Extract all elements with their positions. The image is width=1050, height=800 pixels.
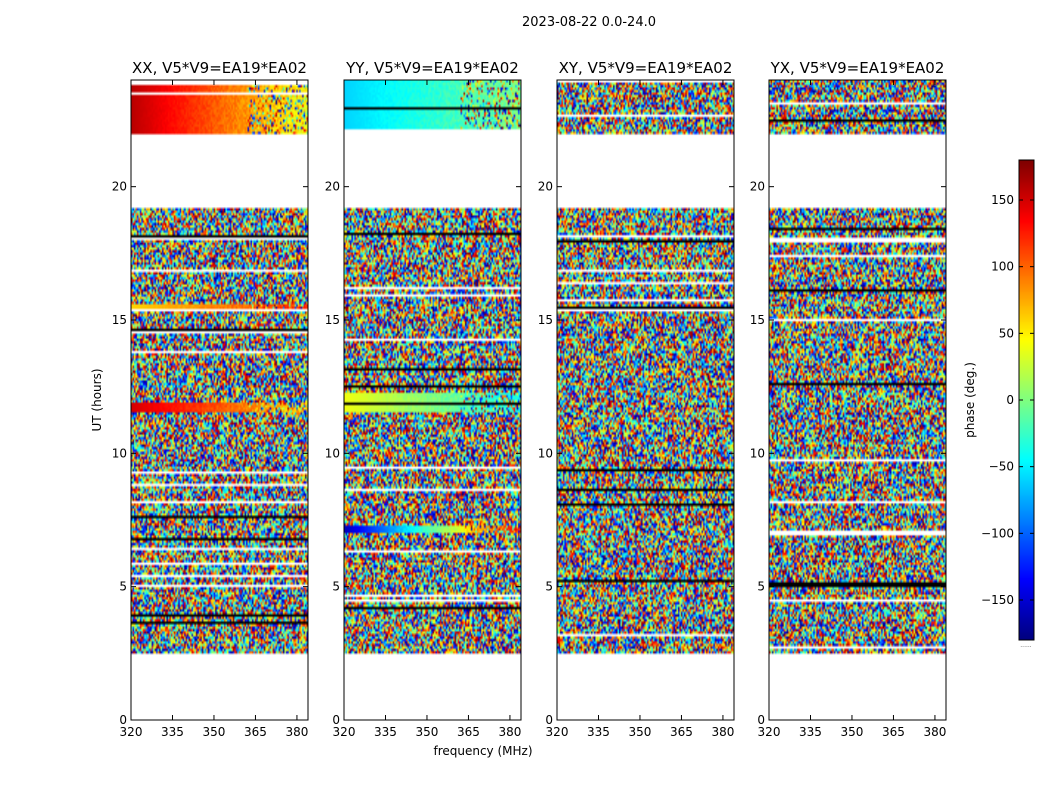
x-tick-label: 365 [882,725,905,739]
x-tick-label: 350 [416,725,439,739]
phase-waterfall-xx [131,80,308,720]
y-tick-label: 5 [757,580,765,594]
x-tick-label: 380 [923,725,946,739]
colorbar-tick-label: 100 [991,260,1014,274]
y-tick-label: 20 [538,180,553,194]
panel-frame [130,79,309,721]
panel-xy: XY, V5*V9=EA19*EA02 320 335 350 365 380 0 5 10 15… [538,59,735,739]
panel-yx: YX, V5*V9=EA19*EA02 320 335 350 365 380 0 5 10 15… [750,59,947,739]
colorbar-tick-label: 150 [991,193,1014,207]
panel-yy: YY, V5*V9=EA19*EA02 320 335 350 365 380 0 5 10 15… [325,59,522,739]
y-tick-label: 20 [750,180,765,194]
x-tick-label: 320 [120,725,143,739]
panel-frame [556,79,735,721]
x-tick-label: 320 [546,725,569,739]
x-tick-label: 365 [244,725,267,739]
y-tick-label: 10 [750,446,765,460]
x-axis-label: frequency (MHz) [433,744,532,758]
phase-waterfall-xy [557,80,734,720]
panel-title: YY, V5*V9=EA19*EA02 [345,59,519,77]
y-tick-label: 20 [325,180,340,194]
y-tick-label: 5 [545,580,553,594]
y-tick-label: 5 [119,580,127,594]
x-tick-label: 350 [203,725,226,739]
x-tick-label: 380 [711,725,734,739]
y-tick-label: 15 [538,313,553,327]
y-tick-label: 5 [332,580,340,594]
x-tick-label: 380 [285,725,308,739]
panel-title: YX, V5*V9=EA19*EA02 [770,59,945,77]
x-tick-label: 365 [457,725,480,739]
y-tick-label: 15 [750,313,765,327]
phase-waterfall-yx [769,80,946,720]
panel-title: XY, V5*V9=EA19*EA02 [559,59,733,77]
colorbar-tick-label: −50 [989,460,1014,474]
colorbar-gradient [1019,160,1034,640]
colorbar: −150 −100 −50 0 50 100 150 [981,159,1035,641]
y-tick-label: 15 [325,313,340,327]
colorbar-note: ...... [1020,642,1032,649]
x-tick-label: 320 [758,725,781,739]
panel-frame [768,79,947,721]
colorbar-tick-label: −100 [981,526,1014,540]
panels: XX, V5*V9=EA19*EA02 320 335 350 365 380 0 5 10 15… [112,59,947,739]
figure-title: 2023-08-22 0.0-24.0 [522,15,656,30]
colorbar-label: phase (deg.) [963,362,977,438]
x-tick-label: 335 [799,725,822,739]
y-tick-label: 20 [112,180,127,194]
x-tick-label: 350 [841,725,864,739]
x-tick-label: 320 [333,725,356,739]
y-tick-label: 0 [757,713,765,727]
y-tick-label: 0 [332,713,340,727]
x-tick-label: 350 [629,725,652,739]
x-tick-label: 380 [498,725,521,739]
y-axis-label: UT (hours) [90,368,104,431]
x-tick-label: 335 [161,725,184,739]
panel-title: XX, V5*V9=EA19*EA02 [132,59,307,77]
panel-xx: XX, V5*V9=EA19*EA02 320 335 350 365 380 0 5 10 15… [112,59,309,739]
panel-frame [343,79,522,721]
y-tick-label: 0 [545,713,553,727]
colorbar-tick-label: 50 [999,326,1014,340]
x-tick-label: 335 [587,725,610,739]
y-tick-label: 10 [112,446,127,460]
phase-waterfall-yy [344,80,521,720]
y-tick-label: 15 [112,313,127,327]
x-tick-label: 365 [670,725,693,739]
y-tick-label: 0 [119,713,127,727]
colorbar-tick-label: 0 [1006,393,1014,407]
y-tick-label: 10 [538,446,553,460]
y-tick-label: 10 [325,446,340,460]
colorbar-tick-label: −150 [981,593,1014,607]
x-tick-label: 335 [374,725,397,739]
